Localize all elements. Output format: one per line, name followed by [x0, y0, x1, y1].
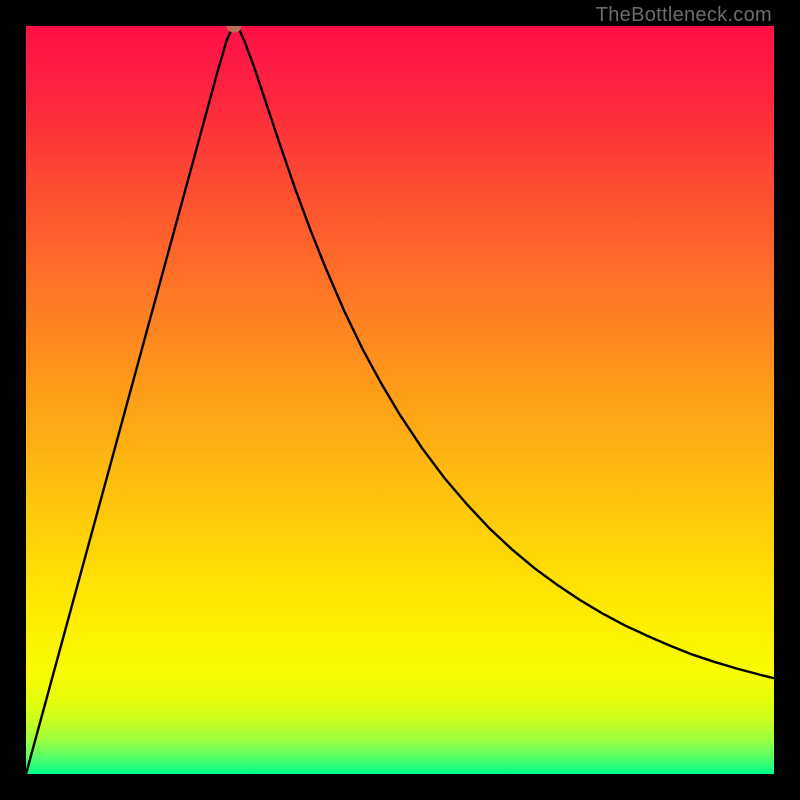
bottleneck-curve	[26, 28, 774, 775]
attribution-text: TheBottleneck.com	[596, 4, 772, 27]
minimum-marker	[227, 26, 241, 33]
plot-area	[26, 26, 774, 774]
curve-layer	[26, 26, 774, 774]
chart-frame: TheBottleneck.com	[0, 0, 800, 800]
